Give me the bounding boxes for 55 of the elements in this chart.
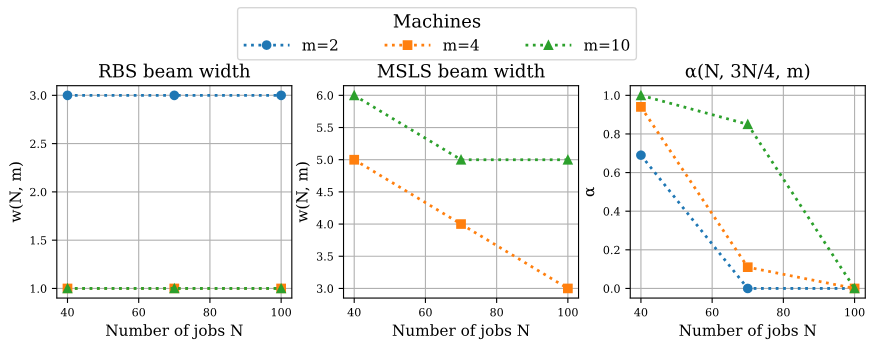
- y-tick-label: 3.0: [30, 91, 46, 100]
- x-tick-label: 40: [60, 308, 74, 316]
- y-tick-label: 0.0: [604, 284, 620, 293]
- y-tick-label: 0.4: [604, 207, 620, 216]
- x-tick-label: 80: [490, 308, 503, 316]
- y-tick-label: 2.0: [30, 188, 46, 196]
- y-tick-label: 4.0: [316, 220, 334, 228]
- point: [636, 102, 646, 112]
- point: [456, 219, 466, 229]
- y-tick-label: 6.0: [316, 91, 334, 100]
- y-axis-title: α: [586, 187, 594, 196]
- point: [742, 284, 753, 294]
- chart-title: MSLS beam width: [378, 64, 545, 78]
- legend-label: m=4: [443, 39, 479, 50]
- x-axis-title: Number of jobs N: [392, 324, 530, 340]
- y-tick-label: 0.8: [604, 130, 620, 138]
- chart-title: RBS beam width: [99, 64, 250, 78]
- y-tick-label: 3.0: [316, 284, 334, 293]
- x-tick-label: 100: [558, 308, 578, 316]
- y-tick-label: 5.0: [317, 156, 334, 164]
- point: [742, 119, 753, 130]
- point: [742, 262, 753, 272]
- x-tick-label: 40: [634, 308, 648, 316]
- y-tick-label: 1.5: [30, 236, 46, 245]
- x-tick-label: 60: [706, 308, 718, 316]
- y-axis-title: w(N, m): [9, 162, 24, 222]
- point: [636, 90, 646, 100]
- x-tick-label: 80: [777, 308, 790, 316]
- point: [349, 154, 360, 165]
- x-tick-label: 40: [347, 308, 361, 316]
- y-axis-title: w(N, m): [296, 162, 310, 222]
- y-tick-label: 1.0: [604, 91, 620, 100]
- y-tick-label: 4.5: [316, 188, 333, 196]
- x-axis-title: Number of jobs N: [679, 324, 816, 340]
- point: [349, 90, 360, 100]
- x-tick-label: 80: [204, 308, 216, 316]
- point: [563, 284, 573, 294]
- x-tick-label: 60: [132, 308, 146, 316]
- y-tick-label: 2.5: [30, 140, 46, 148]
- legend-label: m=10: [584, 39, 630, 51]
- legend-title: Machines: [394, 14, 480, 28]
- y-tick-label: 3.5: [316, 252, 333, 261]
- point: [456, 154, 466, 165]
- y-tick-label: 0.6: [604, 168, 620, 177]
- x-tick-label: 100: [272, 308, 292, 316]
- point: [563, 154, 573, 165]
- y-tick-label: 1.0: [30, 284, 46, 293]
- y-tick-label: 0.2: [604, 246, 620, 254]
- x-tick-label: 60: [419, 308, 432, 316]
- legend-label: m=2: [302, 39, 338, 50]
- y-tick-label: 5.5: [317, 124, 333, 132]
- point: [636, 150, 646, 160]
- x-axis-title: Number of jobs N: [106, 324, 243, 340]
- chart-title: α(N, 3N/4, m): [686, 64, 810, 80]
- x-tick-label: 100: [845, 308, 864, 316]
